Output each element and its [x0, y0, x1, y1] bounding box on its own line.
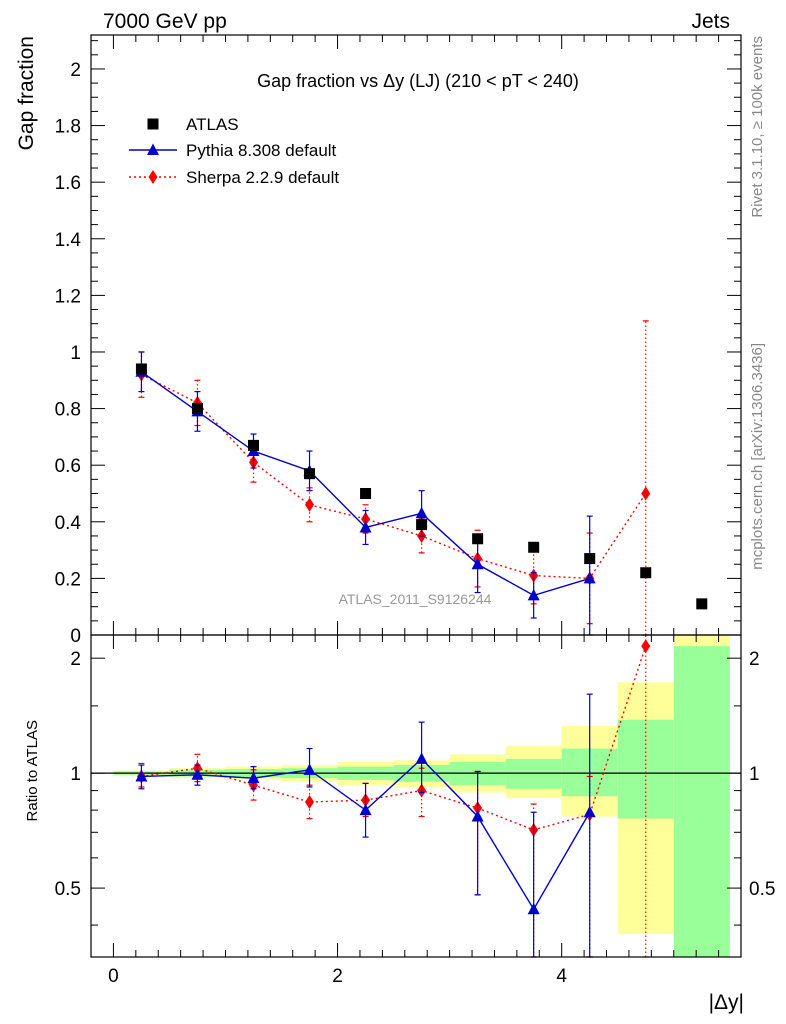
- atlas-data-point: [584, 553, 596, 565]
- ratio-x-tick-label: 4: [556, 966, 567, 987]
- main-title: Gap fraction vs Δy (LJ) (210 < pT < 240): [257, 71, 579, 91]
- ratio-y-tick-label-right: 1: [749, 764, 760, 785]
- pythia-ratio-point: [415, 752, 428, 764]
- atlas-data-point: [135, 363, 147, 375]
- ratio-y-tick-label-right: 0.5: [749, 879, 775, 900]
- pythia-ratio-point: [359, 803, 372, 816]
- legend-label: Pythia 8.308 default: [186, 141, 337, 160]
- atlas-data-point: [248, 439, 259, 451]
- atlas-data-point: [640, 567, 652, 579]
- sherpa-main-point: [641, 486, 651, 501]
- atlas-data-point: [191, 403, 203, 415]
- sherpa-ratio-point: [305, 795, 315, 810]
- panel-frames: [90, 34, 742, 958]
- main-panel-content: [135, 320, 708, 636]
- pythia-main-point: [415, 506, 428, 519]
- ratio-x-tick-label: 2: [332, 966, 343, 987]
- atlas-data-point: [416, 519, 428, 531]
- main-y-tick-label: 1.6: [55, 173, 81, 194]
- pythia-ratio-point: [303, 763, 316, 775]
- atlas-data-point: [304, 468, 316, 480]
- atlas-data-point: [360, 487, 372, 499]
- legend-sherpa-marker: [148, 170, 158, 184]
- pythia-main-point: [471, 557, 484, 570]
- main-y-tick-label: 0.8: [55, 400, 81, 421]
- main-y-tick-label: 2: [70, 60, 81, 81]
- ratio-x-tick-label: 0: [108, 966, 119, 987]
- pythia-ratio-point: [527, 902, 540, 915]
- main-y-tick-label: 1.4: [55, 230, 82, 251]
- ratio-panel-content: [135, 634, 651, 958]
- pythia-main-point: [527, 588, 540, 601]
- main-y-tick-label: 0.4: [55, 513, 82, 534]
- ratio-y-tick-label: 1: [70, 764, 81, 785]
- pythia-main-point: [583, 571, 596, 584]
- sherpa-main-line: [141, 373, 647, 580]
- ratio-y-tick-label: 2: [70, 649, 81, 670]
- mcplots-label: mcplots.cern.ch [arXiv:1306.3436]: [749, 343, 766, 570]
- rivet-label: Rivet 3.1.10, ≥ 100k events: [749, 36, 766, 218]
- pythia-ratio-point: [135, 769, 148, 782]
- atlas-data-point: [472, 533, 484, 545]
- pythia-main-point: [359, 520, 372, 533]
- ratio-frame: [90, 634, 742, 958]
- legend: ATLAS Pythia 8.308 default Sherpa 2.2.9 de…: [129, 115, 339, 187]
- sherpa-main-point: [305, 497, 315, 512]
- green-band: [505, 758, 562, 789]
- pythia-main-line: [141, 371, 590, 597]
- pythia-ratio-point: [583, 805, 596, 818]
- atlas-data-point: [528, 541, 540, 553]
- axes-ticks: 00.20.40.60.811.21.41.61.820 2 40.5 0.51 12 2: [55, 35, 775, 987]
- main-ylabel: Gap fraction: [15, 36, 38, 150]
- main-y-tick-label: 1.2: [55, 286, 81, 307]
- main-y-tick-label: 1: [70, 343, 81, 364]
- ratio-y-tick-label-right: 2: [749, 649, 760, 670]
- header-left: 7000 GeV pp: [103, 10, 227, 33]
- green-band: [673, 646, 730, 957]
- main-y-tick-label: 0.6: [55, 456, 81, 477]
- pythia-ratio-point: [471, 809, 484, 822]
- legend-label: ATLAS: [186, 115, 239, 134]
- watermark: ATLAS_2011_S9126244: [339, 591, 492, 607]
- sherpa-ratio-point: [641, 639, 651, 654]
- main-y-tick-label: 0.2: [55, 569, 81, 590]
- pythia-ratio-point: [247, 771, 260, 784]
- main-y-tick-label: 1.8: [55, 117, 81, 138]
- pythia-ratio-point: [191, 768, 204, 780]
- legend-label: Sherpa 2.2.9 default: [186, 168, 339, 187]
- legend-atlas-marker: [147, 118, 159, 130]
- atlas-data-point: [696, 598, 708, 610]
- x-axis-label: |Δy|: [709, 991, 744, 1014]
- header-right: Jets: [691, 10, 730, 33]
- main-y-tick-label: 0: [70, 626, 81, 647]
- ratio-ylabel: Ratio to ATLAS: [24, 720, 41, 821]
- ratio-y-tick-label: 0.5: [55, 879, 81, 900]
- legend-pythia-marker: [147, 143, 159, 155]
